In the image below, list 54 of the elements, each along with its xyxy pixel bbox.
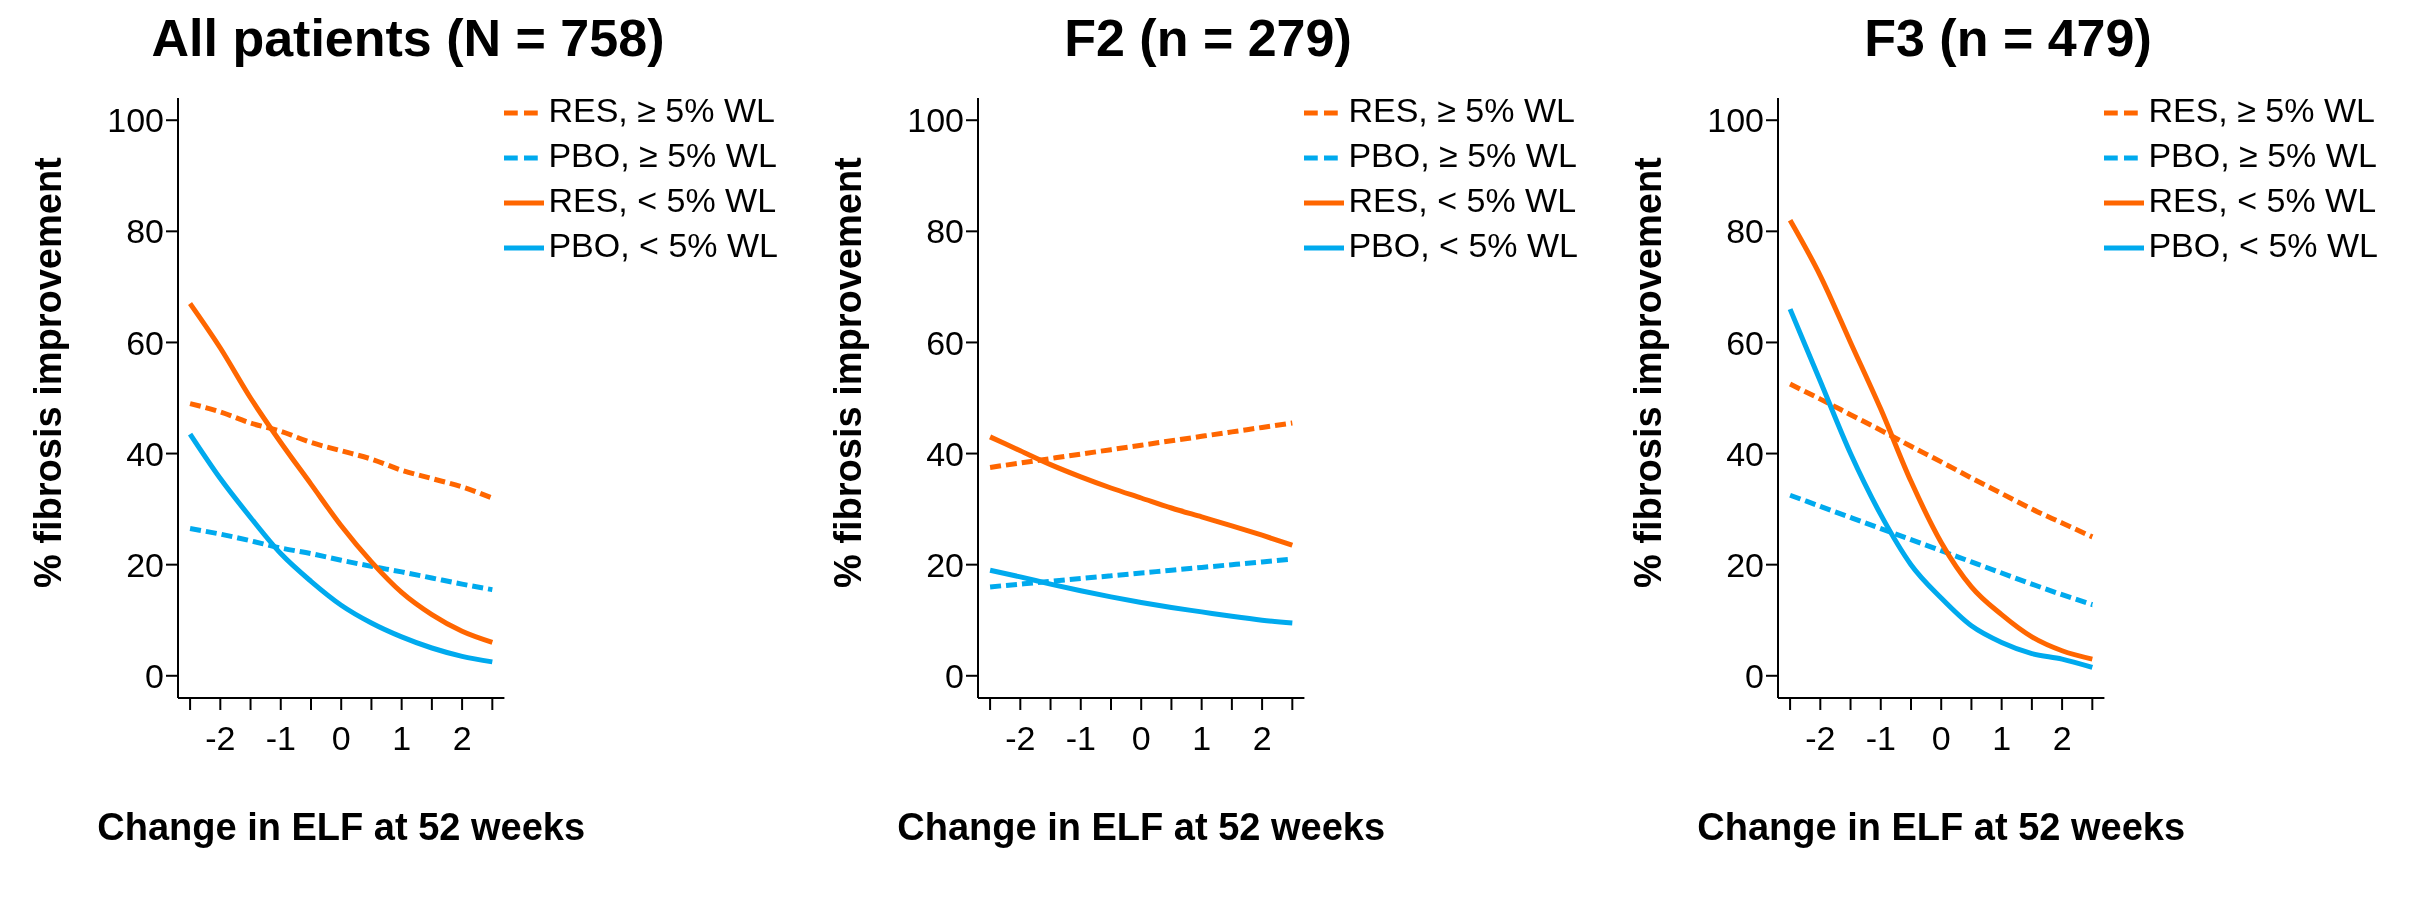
y-tick-label: 40: [126, 434, 164, 473]
y-tick-label: 60: [1726, 323, 1764, 362]
y-tick-label: 0: [945, 656, 964, 695]
y-axis-title: % fibrosis improvement: [1627, 156, 1670, 588]
x-tick-label: 0: [331, 719, 351, 758]
legend-label: RES, < 5% WL: [548, 181, 777, 220]
x-tick-label: 1: [1192, 719, 1212, 758]
legend-label: RES, ≥ 5% WL: [1348, 91, 1575, 129]
legend-label: PBO, ≥ 5% WL: [2148, 136, 2377, 175]
y-axis-title: % fibrosis improvement: [27, 156, 70, 588]
x-axis-title: Change in ELF at 52 weeks: [1697, 806, 2186, 848]
y-tick-label: 20: [926, 545, 964, 584]
x-tick-label: -1: [1865, 719, 1896, 758]
x-tick-label: -1: [1065, 719, 1096, 758]
legend-label: PBO, < 5% WL: [2148, 226, 2378, 265]
chart-title: F3 (n = 479): [1863, 8, 2153, 69]
x-axis-title: Change in ELF at 52 weeks: [897, 806, 1386, 848]
legend-label: PBO, ≥ 5% WL: [548, 136, 777, 175]
legend-label: PBO, ≥ 5% WL: [1348, 136, 1577, 175]
y-tick-label: 20: [1726, 545, 1764, 584]
legend-label: PBO, < 5% WL: [1348, 226, 1578, 265]
legend-label: RES, < 5% WL: [2148, 181, 2377, 220]
x-tick-label: 1: [1992, 719, 2012, 758]
x-tick-label: 2: [1252, 719, 1272, 758]
x-tick-label: 2: [452, 719, 472, 758]
y-tick-label: 80: [126, 212, 164, 251]
y-tick-label: 60: [926, 323, 964, 362]
y-tick-label: 40: [1726, 434, 1764, 473]
legend-label: RES, ≥ 5% WL: [2148, 91, 2375, 129]
y-tick-label: 100: [907, 101, 964, 140]
x-axis-title: Change in ELF at 52 weeks: [97, 806, 586, 848]
x-tick-label: -2: [1805, 719, 1836, 758]
x-tick-label: 2: [2052, 719, 2072, 758]
legend-label: RES, < 5% WL: [1348, 181, 1577, 220]
legend-label: PBO, < 5% WL: [548, 226, 778, 265]
y-tick-label: 80: [926, 212, 964, 251]
x-tick-label: 1: [392, 719, 412, 758]
chart-title: F2 (n = 279): [1063, 8, 1353, 69]
legend-label: RES, ≥ 5% WL: [548, 91, 775, 129]
x-tick-label: -1: [265, 719, 296, 758]
y-tick-label: 100: [107, 101, 164, 140]
x-tick-label: -2: [1005, 719, 1036, 758]
chart-title: All patients (N = 758): [150, 8, 666, 69]
y-tick-label: 60: [126, 323, 164, 362]
x-tick-label: -2: [205, 719, 236, 758]
y-axis-title: % fibrosis improvement: [827, 156, 870, 588]
x-tick-label: 0: [1131, 719, 1151, 758]
y-tick-label: 80: [1726, 212, 1764, 251]
y-tick-label: 40: [926, 434, 964, 473]
y-tick-label: 20: [126, 545, 164, 584]
y-tick-label: 100: [1707, 101, 1764, 140]
y-tick-label: 0: [1745, 656, 1764, 695]
x-tick-label: 0: [1931, 719, 1951, 758]
y-tick-label: 0: [145, 656, 164, 695]
